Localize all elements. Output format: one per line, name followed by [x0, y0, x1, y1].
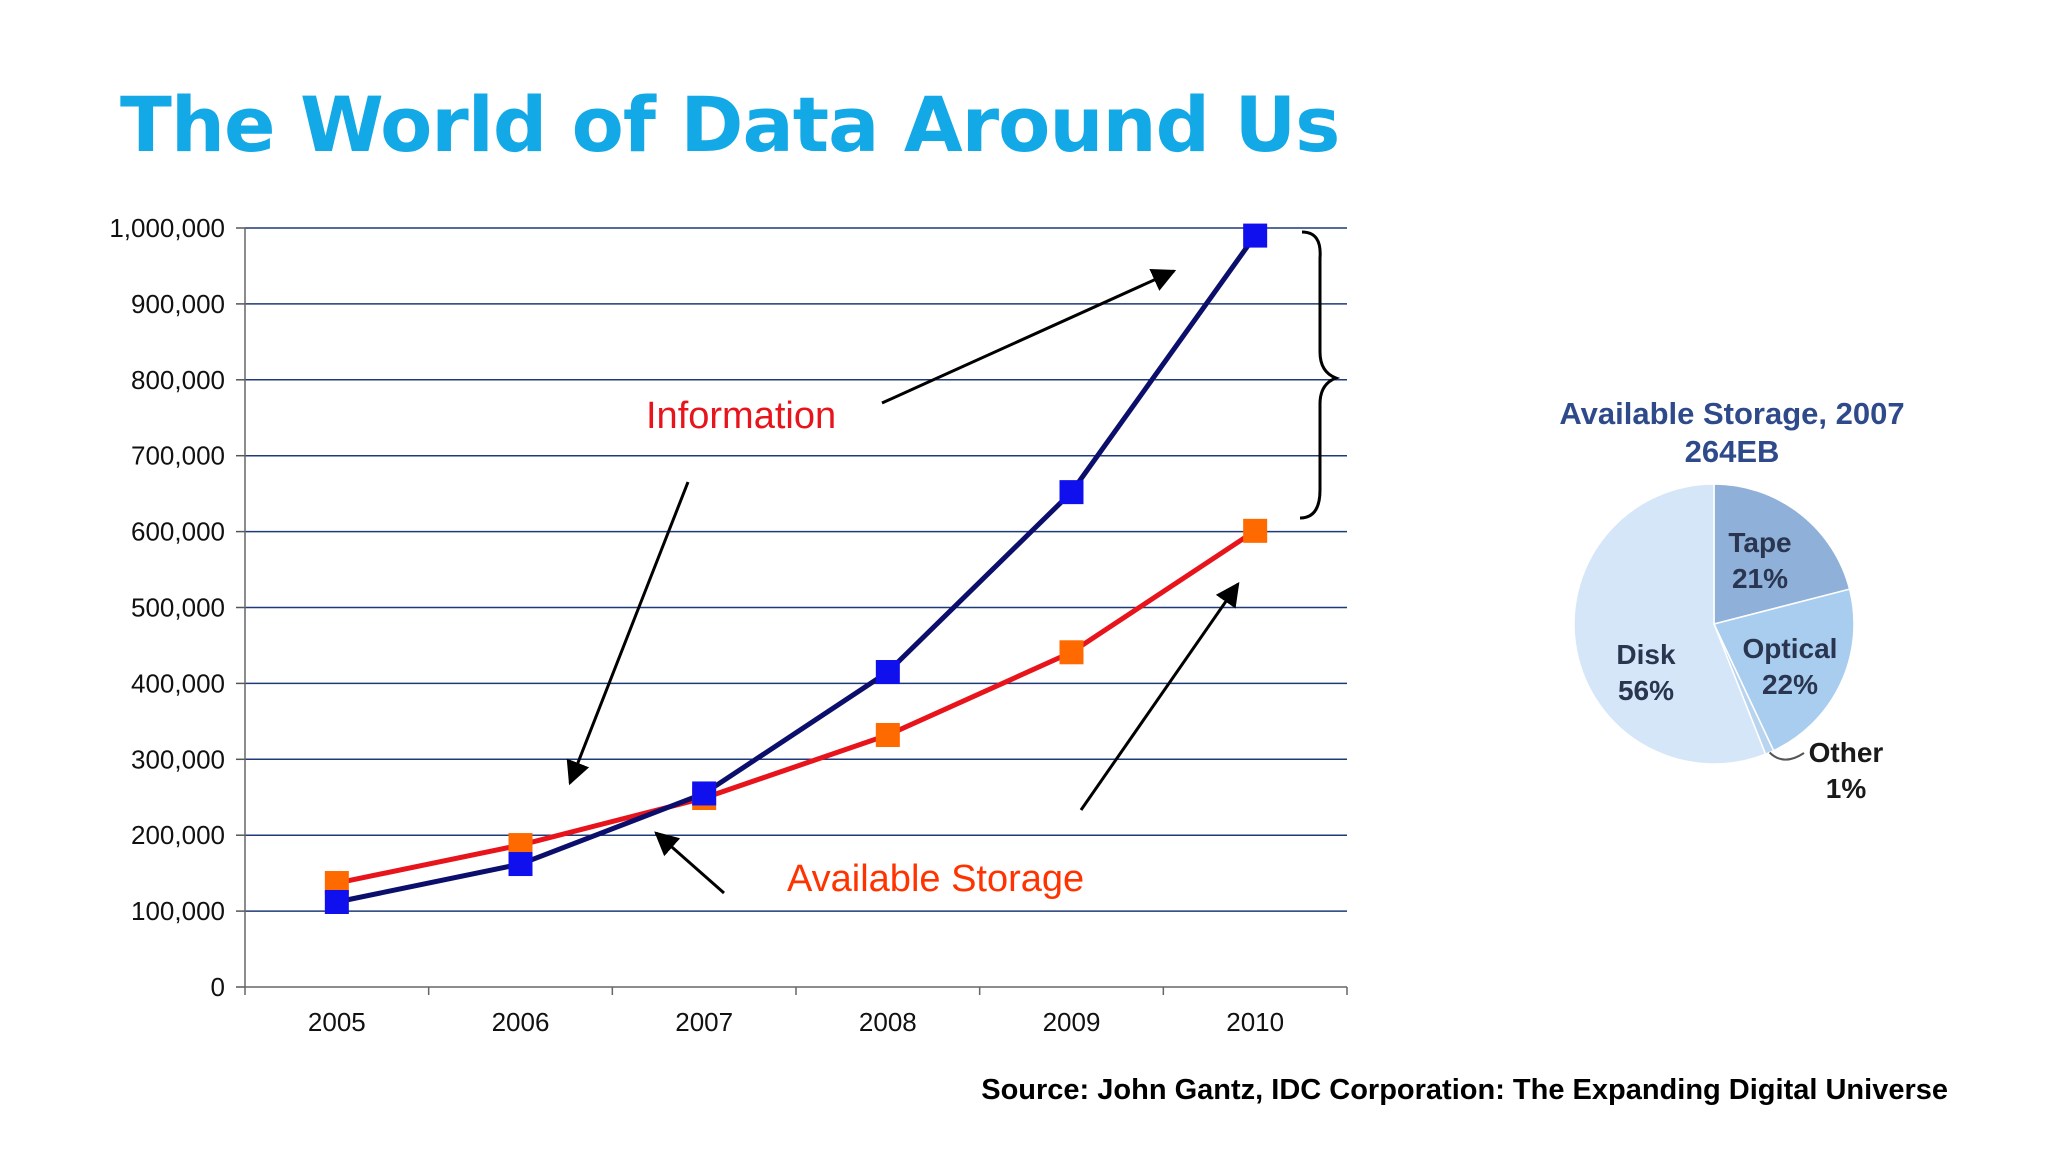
information-point — [508, 852, 533, 877]
y-tick-label: 200,000 — [131, 820, 225, 850]
y-tick-label: 600,000 — [131, 517, 225, 547]
information-point — [692, 781, 717, 806]
slide-title: The World of Data Around Us — [120, 80, 1340, 169]
storage-point — [875, 723, 900, 748]
storage-point — [1059, 640, 1084, 665]
x-tick-label: 2006 — [492, 1007, 550, 1037]
x-tick-label: 2010 — [1226, 1007, 1284, 1037]
information-label: Information — [646, 395, 836, 437]
y-tick-label: 300,000 — [131, 744, 225, 774]
pie-slice-optical — [1712, 588, 1855, 752]
pie-pct-optical: 22% — [1762, 669, 1818, 700]
storage-arrow-2 — [1079, 582, 1240, 811]
information-point — [1059, 480, 1084, 505]
source-citation: Source: John Gantz, IDC Corporation: The… — [981, 1074, 1948, 1106]
y-tick-label: 500,000 — [131, 593, 225, 623]
x-tick-label: 2009 — [1043, 1007, 1101, 1037]
pie-pct-disk: 56% — [1618, 675, 1674, 706]
information-arrow-1 — [881, 268, 1177, 405]
storage-arrow-1 — [654, 831, 725, 895]
pie-slice-tape — [1713, 483, 1851, 625]
information-arrow-2 — [566, 481, 690, 786]
y-tick-label: 700,000 — [131, 441, 225, 471]
y-tick-label: 1,000,000 — [109, 213, 225, 243]
information-series-line — [336, 234, 1258, 905]
storage-point — [1243, 518, 1268, 543]
pie-label-optical: Optical — [1743, 633, 1838, 664]
chart-grid — [245, 227, 1347, 912]
pie-slices — [1573, 483, 1855, 765]
x-tick-label: 2008 — [859, 1007, 917, 1037]
information-point — [324, 889, 349, 914]
pie-labels: Tape 21% Optical 22% Other 1% Disk 56% — [1616, 527, 1883, 804]
information-point — [875, 660, 900, 685]
y-tick-label: 800,000 — [131, 365, 225, 395]
y-tick-label: 100,000 — [131, 896, 225, 926]
storage-series-line — [336, 528, 1257, 886]
pie-title: Available Storage, 2007 — [1559, 396, 1904, 431]
pie-label-tape: Tape — [1728, 527, 1791, 558]
information-point — [1243, 223, 1268, 248]
pie-slice-disk — [1573, 483, 1767, 765]
pie-leader-other — [1768, 751, 1805, 761]
chart-annotations: Information Available Storage — [566, 230, 1341, 900]
pie-label-disk: Disk — [1616, 639, 1676, 670]
y-tick-label: 900,000 — [131, 289, 225, 319]
chart-axes: 0 100,000 200,000 300,000 400,000 500,000 600,… — [109, 213, 1348, 1037]
pie-subtitle: 264EB — [1685, 434, 1780, 469]
available-storage-label: Available Storage — [787, 858, 1084, 900]
x-tick-label: 2005 — [308, 1007, 366, 1037]
pie-pct-other: 1% — [1826, 773, 1867, 804]
pie-label-other: Other — [1809, 737, 1884, 768]
y-tick-label: 0 — [211, 972, 225, 1002]
pie-pct-tape: 21% — [1732, 563, 1788, 594]
gap-brace — [1299, 230, 1341, 520]
x-tick-label: 2007 — [675, 1007, 733, 1037]
chart-series — [324, 223, 1268, 914]
y-tick-label: 400,000 — [131, 668, 225, 698]
